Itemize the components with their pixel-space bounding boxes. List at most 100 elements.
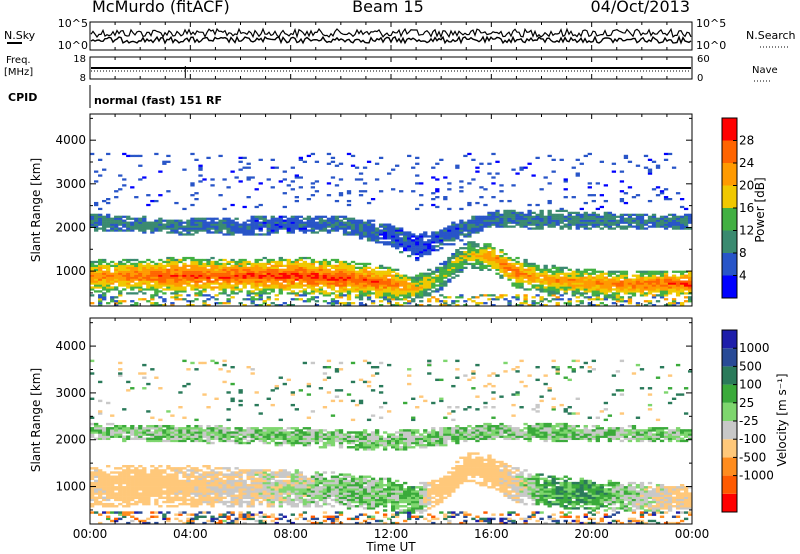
heatmap-cell [154, 290, 159, 293]
heatmap-cell [455, 225, 460, 228]
cpid-label: CPID [8, 91, 37, 104]
heatmap-cell [234, 521, 239, 525]
heatmap-cell [270, 219, 275, 222]
heatmap-cell [435, 274, 440, 277]
heatmap-cell [559, 219, 564, 222]
heatmap-cell [198, 223, 203, 226]
heatmap-cell [362, 290, 368, 293]
heatmap-cell [134, 481, 139, 485]
heatmap-cell [130, 300, 135, 303]
heatmap-cell [214, 266, 219, 269]
heatmap-cell [134, 264, 139, 268]
heatmap-cell [503, 274, 508, 277]
heatmap-cell [459, 296, 464, 299]
heatmap-cell [214, 481, 219, 485]
heatmap-cell [358, 221, 364, 224]
heatmap-cell [166, 225, 171, 228]
heatmap-cell [346, 294, 352, 297]
heatmap-cell [467, 241, 472, 244]
heatmap-cell [198, 270, 203, 273]
heatmap-cell [190, 229, 195, 232]
heatmap-cell [431, 176, 436, 179]
heatmap-cell [154, 229, 159, 232]
heatmap-cell [495, 256, 500, 260]
heatmap-cell [651, 160, 657, 163]
heatmap-cell [186, 280, 191, 283]
heatmap-cell [583, 288, 588, 291]
heatmap-cell [198, 262, 203, 266]
heatmap-cell [126, 276, 131, 279]
heatmap-cell [382, 296, 388, 299]
heatmap-cell [395, 274, 400, 277]
heatmap-cell [455, 237, 460, 240]
heatmap-cell [102, 471, 107, 474]
heatmap-cell [451, 300, 456, 303]
heatmap-cell [499, 258, 504, 262]
heatmap-cell [382, 229, 388, 232]
heatmap-cell [202, 439, 207, 443]
heatmap-cell [166, 256, 171, 260]
heatmap-cell [138, 217, 143, 220]
heatmap-cell [639, 223, 645, 226]
heatmap-cell [230, 270, 235, 273]
heatmap-cell [302, 223, 308, 226]
heatmap-cell [130, 498, 135, 502]
heatmap-cell [194, 431, 199, 434]
heatmap-cell [350, 278, 356, 281]
heatmap-cell [322, 229, 328, 232]
heatmap-cell [98, 278, 103, 281]
heatmap-cell [338, 296, 344, 299]
heatmap-cell [258, 304, 263, 307]
heatmap-cell [591, 292, 596, 295]
heatmap-cell [158, 268, 163, 271]
heatmap-cell [166, 479, 171, 483]
heatmap-cell [411, 300, 416, 303]
heatmap-cell [479, 162, 484, 165]
heatmap-cell [222, 302, 227, 305]
heatmap-cell [174, 223, 179, 226]
heatmap-cell [407, 231, 412, 234]
heatmap-cell [118, 513, 123, 516]
heatmap-cell [178, 298, 183, 301]
heatmap-cell [198, 439, 203, 443]
heatmap-cell [170, 427, 175, 430]
heatmap-cell [358, 233, 364, 236]
heatmap-cell [142, 433, 147, 436]
heatmap-cell [114, 511, 119, 514]
heatmap-cell [350, 219, 356, 222]
heatmap-cell [679, 217, 685, 220]
heatmap-cell [258, 266, 263, 269]
heatmap-cell [178, 488, 183, 491]
heatmap-cell [447, 256, 452, 260]
heatmap-cell [358, 237, 364, 240]
heatmap-cell [583, 223, 588, 226]
heatmap-cell [419, 294, 424, 297]
heatmap-cell [515, 260, 520, 264]
heatmap-cell [555, 292, 560, 295]
heatmap-cell [467, 223, 472, 226]
heatmap-cell [230, 433, 235, 436]
heatmap-cell [182, 500, 187, 504]
heatmap-cell [290, 298, 295, 301]
heatmap-cell [274, 221, 279, 224]
heatmap-cell [254, 292, 259, 295]
heatmap-cell [507, 258, 512, 262]
heatmap-cell [286, 292, 291, 295]
heatmap-cell [190, 268, 195, 271]
heatmap-cell [254, 262, 259, 266]
heatmap-cell [206, 490, 211, 493]
heatmap-cell [202, 475, 207, 478]
heatmap-cell [226, 391, 231, 394]
heatmap-cell [599, 280, 604, 283]
heatmap-cell [290, 262, 295, 266]
heatmap-cell [146, 475, 151, 478]
heatmap-cell [166, 433, 171, 436]
heatmap-cell [222, 475, 227, 478]
heatmap-cell [659, 296, 665, 299]
heatmap-cell [106, 505, 111, 508]
heatmap-cell [314, 282, 320, 285]
heatmap-cell [623, 192, 629, 195]
heatmap-cell [519, 213, 524, 216]
heatmap-cell [366, 276, 372, 279]
heatmap-cell [102, 490, 107, 493]
